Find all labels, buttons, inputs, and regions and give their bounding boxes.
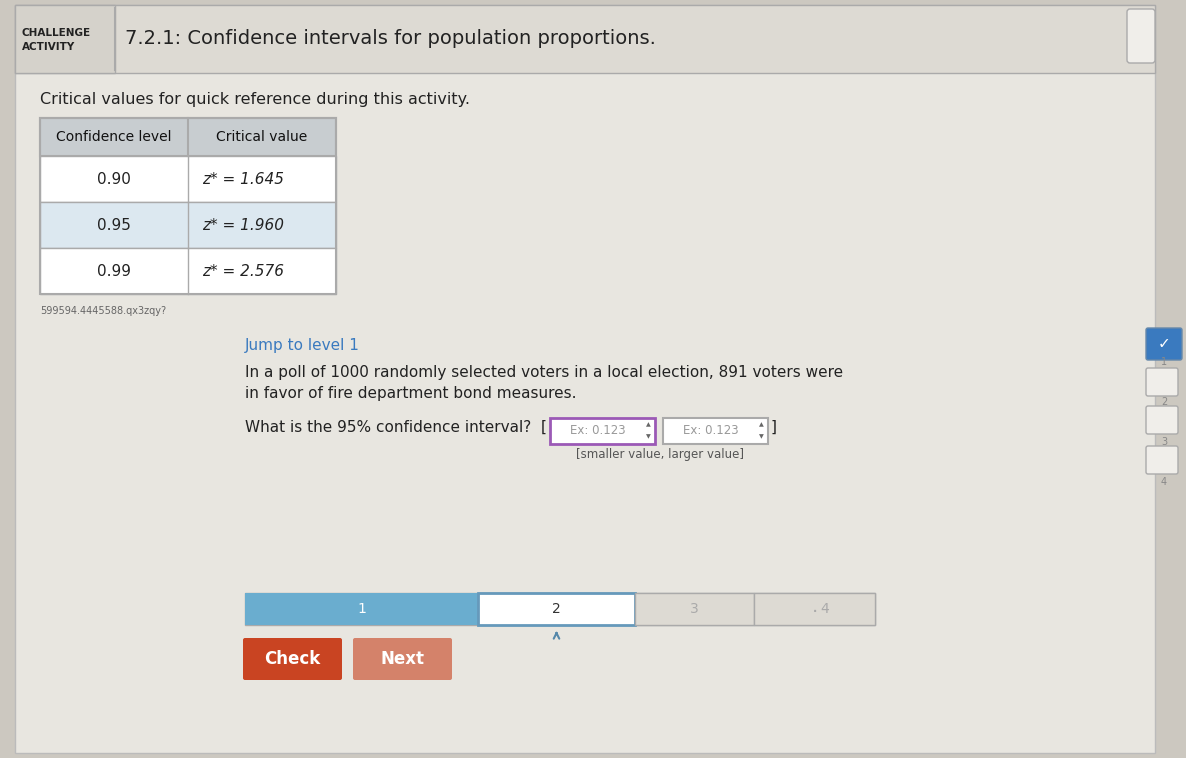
FancyBboxPatch shape (1146, 328, 1182, 360)
Text: 7.2.1: Confidence intervals for population proportions.: 7.2.1: Confidence intervals for populati… (125, 29, 656, 48)
FancyBboxPatch shape (1127, 9, 1155, 63)
Text: 0.90: 0.90 (97, 171, 130, 186)
Text: Ex: 0.123: Ex: 0.123 (569, 424, 625, 437)
Text: ▼: ▼ (645, 434, 650, 440)
Text: What is the 95% confidence interval?  [: What is the 95% confidence interval? [ (246, 420, 547, 435)
FancyBboxPatch shape (353, 638, 452, 680)
Bar (40, 248, 336, 294)
Text: ACTIVITY: ACTIVITY (23, 42, 75, 52)
Text: Ex: 0.123: Ex: 0.123 (683, 424, 739, 437)
Text: in favor of fire department bond measures.: in favor of fire department bond measure… (246, 386, 576, 401)
Text: 0.99: 0.99 (97, 264, 130, 278)
FancyBboxPatch shape (243, 638, 342, 680)
Text: .: . (811, 597, 817, 615)
Text: 1: 1 (357, 602, 366, 616)
Bar (478, 593, 635, 625)
Text: 1: 1 (1161, 357, 1167, 367)
FancyBboxPatch shape (1146, 406, 1178, 434)
Bar (635, 593, 754, 625)
Text: Confidence level: Confidence level (56, 130, 172, 144)
FancyBboxPatch shape (1146, 368, 1178, 396)
Bar (15, 5, 115, 73)
Text: ✓: ✓ (1158, 337, 1171, 352)
Text: 3: 3 (1161, 437, 1167, 447)
Bar (15, 5, 1155, 73)
Text: 2: 2 (1161, 397, 1167, 407)
Text: 2: 2 (553, 602, 561, 616)
Text: ▲: ▲ (759, 422, 764, 428)
Bar (40, 156, 336, 202)
Text: ▲: ▲ (645, 422, 650, 428)
Text: z* = 2.576: z* = 2.576 (202, 264, 283, 278)
Text: z* = 1.645: z* = 1.645 (202, 171, 283, 186)
Bar (550, 418, 655, 444)
Bar (40, 202, 336, 248)
Text: ▼: ▼ (759, 434, 764, 440)
Text: Jump to level 1: Jump to level 1 (246, 338, 359, 353)
FancyBboxPatch shape (1146, 446, 1178, 474)
Text: 3: 3 (690, 602, 699, 616)
Bar (754, 593, 875, 625)
Text: Critical values for quick reference during this activity.: Critical values for quick reference duri… (40, 92, 470, 107)
Bar (663, 418, 769, 444)
Text: Check: Check (264, 650, 320, 668)
Bar (246, 593, 875, 625)
Text: In a poll of 1000 randomly selected voters in a local election, 891 voters were: In a poll of 1000 randomly selected vote… (246, 365, 843, 380)
Text: z* = 1.960: z* = 1.960 (202, 218, 283, 233)
Text: CHALLENGE: CHALLENGE (23, 28, 91, 38)
Bar (40, 118, 336, 294)
Text: ]: ] (771, 420, 777, 435)
Text: Critical value: Critical value (216, 130, 307, 144)
Text: Next: Next (381, 650, 425, 668)
Text: 599594.4445588.qx3zqy?: 599594.4445588.qx3zqy? (40, 306, 166, 316)
Text: 4: 4 (821, 602, 829, 616)
Text: [smaller value, larger value]: [smaller value, larger value] (576, 448, 744, 461)
Bar (40, 118, 336, 156)
Text: 0.95: 0.95 (97, 218, 130, 233)
Bar (246, 593, 478, 625)
Text: 4: 4 (1161, 477, 1167, 487)
